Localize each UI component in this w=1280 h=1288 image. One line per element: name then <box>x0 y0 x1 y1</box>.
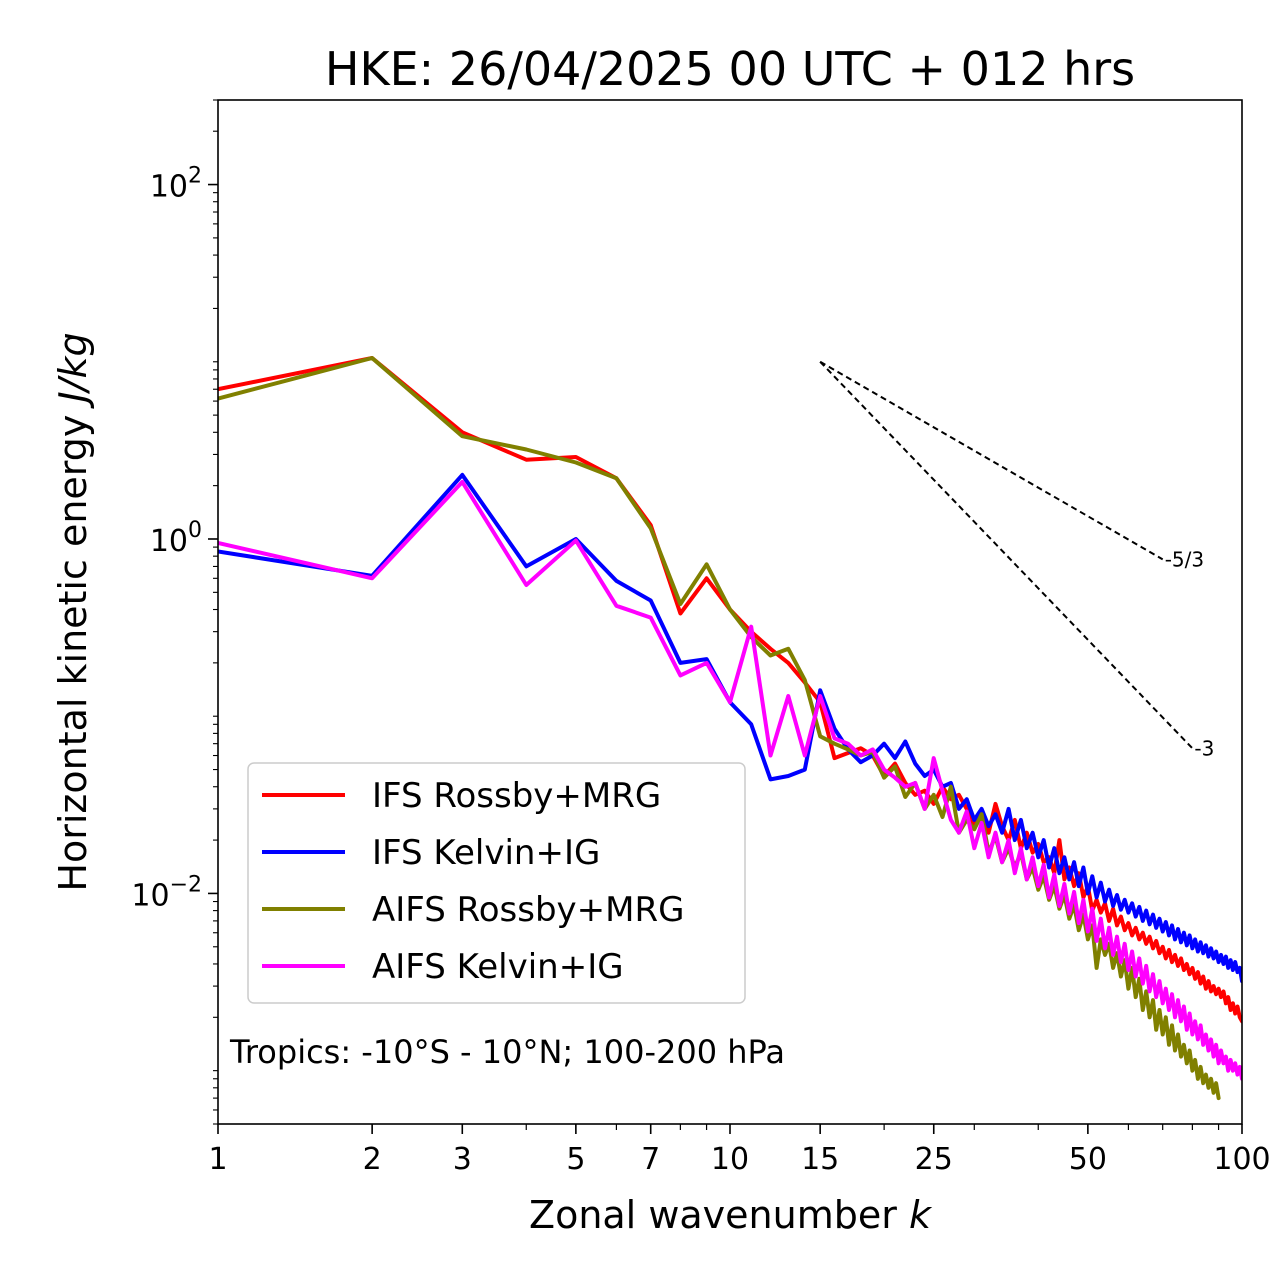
series-line <box>218 479 1242 1081</box>
series-line <box>218 472 1242 984</box>
legend-items: IFS Rossby+MRG IFS Kelvin+IG AIFS Rossby+M… <box>262 776 684 987</box>
reference-line-labels: -5/3 -3 <box>1165 547 1215 760</box>
x-tick-label: 15 <box>801 1142 839 1177</box>
region-annotation: Tropics: -10°S - 10°N; 100-200 hPa <box>229 1033 785 1071</box>
x-tick-label: 3 <box>453 1142 472 1177</box>
legend-frame <box>247 762 746 1004</box>
y-tick-label: 10−2 <box>131 872 202 913</box>
y-axis-label: Horizontal kinetic energy J/kg <box>51 332 95 891</box>
x-tick-label: 50 <box>1069 1142 1107 1177</box>
y-axis-ticks: 10−2 100 102 <box>131 99 218 1125</box>
x-axis-ticks: 1 2 3 5 7 10 15 25 50 100 <box>208 1124 1271 1177</box>
legend: IFS Rossby+MRG IFS Kelvin+IG AIFS Rossby+M… <box>247 762 746 1004</box>
legend-label: AIFS Kelvin+IG <box>372 947 624 987</box>
reference-slope-label: -3 <box>1194 736 1214 760</box>
legend-label: IFS Kelvin+IG <box>372 833 600 873</box>
series-lines <box>218 356 1242 1101</box>
x-tick-label: 25 <box>915 1142 953 1177</box>
x-tick-label: 1 <box>208 1142 227 1177</box>
x-tick-label: 2 <box>363 1142 382 1177</box>
legend-label: AIFS Rossby+MRG <box>372 890 684 930</box>
y-tick-label: 102 <box>150 164 202 205</box>
reference-lines <box>819 360 1194 749</box>
x-axis-label: Zonal wavenumber k <box>529 1193 933 1237</box>
reference-slope-label: -5/3 <box>1165 547 1204 571</box>
x-tick-label: 7 <box>641 1142 660 1177</box>
x-tick-label: 10 <box>711 1142 749 1177</box>
y-tick-label: 100 <box>150 518 202 559</box>
reference-slope-line <box>819 360 1164 561</box>
chart-title: HKE: 26/04/2025 00 UTC + 012 hrs <box>325 42 1135 96</box>
x-tick-label: 100 <box>1213 1142 1270 1177</box>
x-tick-label: 5 <box>566 1142 585 1177</box>
legend-label: IFS Rossby+MRG <box>372 776 661 816</box>
